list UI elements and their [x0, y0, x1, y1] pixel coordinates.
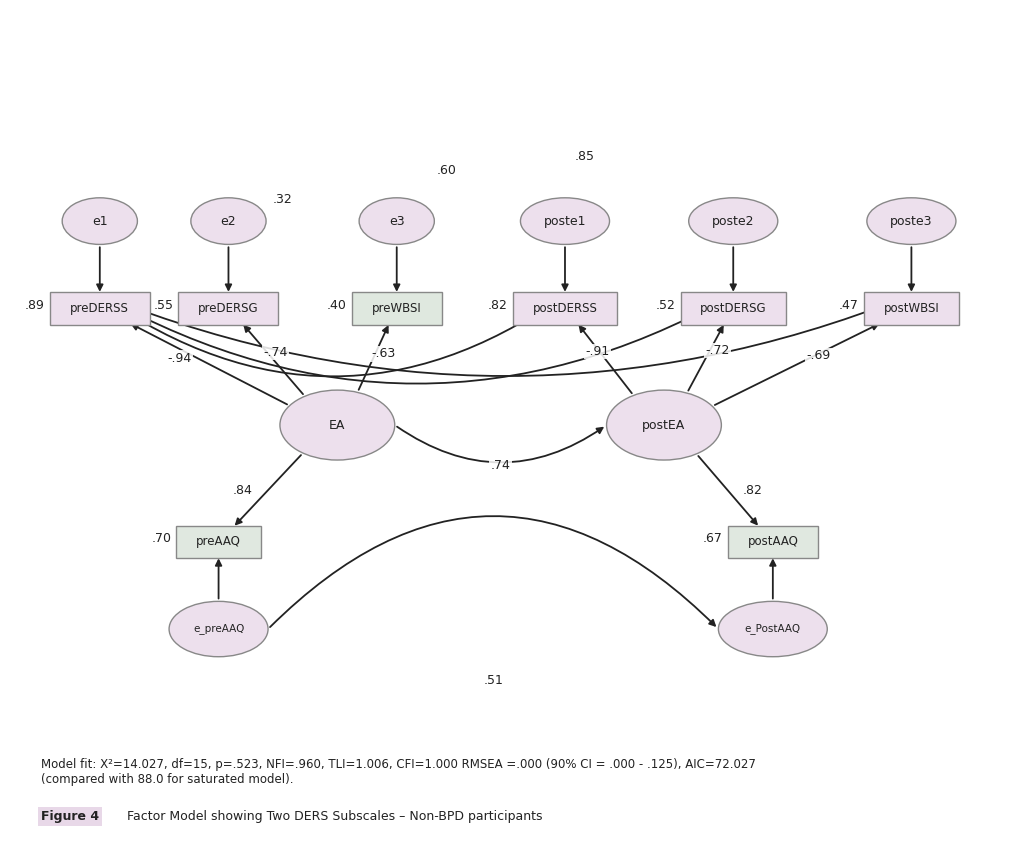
Text: Figure 4: Figure 4 — [41, 810, 99, 823]
Text: -.69: -.69 — [807, 349, 831, 362]
FancyArrowPatch shape — [236, 455, 301, 524]
FancyArrowPatch shape — [359, 327, 388, 390]
Text: -.94: -.94 — [167, 351, 191, 365]
Ellipse shape — [169, 602, 268, 656]
FancyArrowPatch shape — [698, 456, 757, 524]
Ellipse shape — [359, 198, 434, 244]
FancyArrowPatch shape — [908, 247, 914, 290]
FancyBboxPatch shape — [728, 525, 818, 558]
FancyArrowPatch shape — [397, 427, 602, 463]
Text: .52: .52 — [656, 299, 676, 312]
Text: postDERSS: postDERSS — [533, 302, 597, 315]
Text: .51: .51 — [484, 674, 503, 686]
Text: postWBSI: postWBSI — [884, 302, 939, 315]
FancyArrowPatch shape — [562, 247, 568, 290]
Text: .47: .47 — [839, 299, 859, 312]
Ellipse shape — [62, 198, 137, 244]
FancyArrowPatch shape — [770, 560, 775, 598]
FancyArrowPatch shape — [97, 247, 102, 290]
Text: .84: .84 — [233, 484, 253, 497]
Text: -.63: -.63 — [371, 347, 396, 360]
FancyBboxPatch shape — [176, 525, 261, 558]
Text: preDERSG: preDERSG — [198, 302, 259, 315]
Text: -.72: -.72 — [705, 344, 730, 357]
FancyArrowPatch shape — [731, 247, 736, 290]
Text: .67: .67 — [703, 532, 723, 545]
Text: postDERSG: postDERSG — [700, 302, 767, 315]
Text: poste3: poste3 — [890, 214, 933, 228]
Text: EA: EA — [329, 418, 345, 432]
Text: Factor Model showing Two DERS Subscales – Non-BPD participants: Factor Model showing Two DERS Subscales … — [119, 810, 542, 823]
Text: preDERSS: preDERSS — [70, 302, 129, 315]
FancyArrowPatch shape — [102, 296, 907, 376]
FancyArrowPatch shape — [226, 247, 231, 290]
FancyArrowPatch shape — [102, 296, 729, 384]
Text: e3: e3 — [389, 214, 404, 228]
Text: .85: .85 — [575, 150, 595, 163]
Text: .55: .55 — [154, 299, 173, 312]
Text: preAAQ: preAAQ — [196, 535, 241, 548]
Text: .82: .82 — [743, 484, 763, 497]
Text: e2: e2 — [221, 214, 236, 228]
Text: poste2: poste2 — [712, 214, 755, 228]
FancyArrowPatch shape — [270, 516, 716, 627]
Text: postEA: postEA — [642, 418, 686, 432]
Text: poste1: poste1 — [543, 214, 587, 228]
FancyBboxPatch shape — [352, 292, 441, 325]
Text: Model fit: X²=14.027, df=15, p=.523, NFI=.960, TLI=1.006, CFI=1.000 RMSEA =.000 : Model fit: X²=14.027, df=15, p=.523, NFI… — [41, 758, 756, 787]
Text: postAAQ: postAAQ — [747, 535, 798, 548]
Text: e1: e1 — [92, 214, 107, 228]
Text: .60: .60 — [436, 165, 456, 177]
FancyBboxPatch shape — [49, 292, 149, 325]
Ellipse shape — [191, 198, 266, 244]
FancyArrowPatch shape — [244, 326, 303, 394]
Ellipse shape — [606, 390, 722, 460]
Text: e_PostAAQ: e_PostAAQ — [744, 624, 801, 634]
FancyArrowPatch shape — [714, 325, 877, 405]
FancyBboxPatch shape — [178, 292, 278, 325]
FancyBboxPatch shape — [512, 292, 618, 325]
Text: -.74: -.74 — [263, 345, 288, 358]
Text: .32: .32 — [273, 194, 293, 207]
Text: .89: .89 — [25, 299, 45, 312]
FancyArrowPatch shape — [132, 325, 287, 405]
Text: .82: .82 — [488, 299, 507, 312]
Text: e_preAAQ: e_preAAQ — [193, 624, 244, 634]
FancyArrowPatch shape — [215, 560, 222, 598]
FancyArrowPatch shape — [394, 247, 399, 290]
FancyBboxPatch shape — [864, 292, 959, 325]
FancyArrowPatch shape — [102, 297, 561, 376]
Text: .40: .40 — [327, 299, 346, 312]
FancyArrowPatch shape — [579, 327, 632, 393]
Ellipse shape — [689, 198, 777, 244]
Text: -.91: -.91 — [586, 345, 609, 358]
FancyArrowPatch shape — [689, 327, 723, 391]
Ellipse shape — [280, 390, 395, 460]
Ellipse shape — [867, 198, 956, 244]
FancyBboxPatch shape — [680, 292, 786, 325]
Ellipse shape — [521, 198, 609, 244]
Ellipse shape — [719, 602, 827, 656]
Text: .74: .74 — [491, 458, 510, 471]
Text: .70: .70 — [152, 532, 171, 545]
Text: preWBSI: preWBSI — [372, 302, 422, 315]
